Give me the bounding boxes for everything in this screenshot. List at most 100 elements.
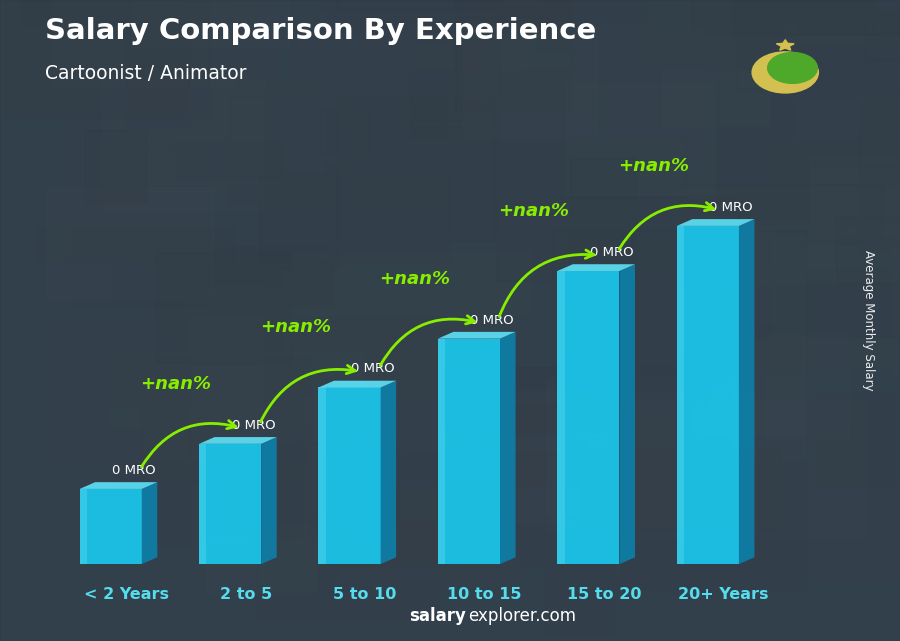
Bar xyxy=(127,0,189,127)
Text: salary: salary xyxy=(410,607,466,625)
Polygon shape xyxy=(438,338,500,564)
Bar xyxy=(480,405,585,486)
Bar xyxy=(156,252,291,363)
Bar xyxy=(859,134,900,253)
Text: 5 to 10: 5 to 10 xyxy=(333,587,397,602)
Bar xyxy=(85,130,146,203)
Bar xyxy=(314,0,546,45)
Bar xyxy=(565,438,806,588)
Bar xyxy=(836,216,900,284)
Bar xyxy=(860,58,900,168)
Bar xyxy=(616,399,866,537)
Bar xyxy=(307,424,560,569)
Bar xyxy=(497,197,739,281)
Bar xyxy=(892,245,900,376)
Bar xyxy=(85,342,189,405)
Polygon shape xyxy=(79,489,86,564)
Text: Cartoonist / Animator: Cartoonist / Animator xyxy=(45,64,247,83)
Bar xyxy=(108,351,365,424)
Bar xyxy=(47,187,213,301)
Bar xyxy=(260,175,339,269)
Bar xyxy=(292,305,451,369)
Bar xyxy=(22,0,256,24)
Text: 2 to 5: 2 to 5 xyxy=(220,587,272,602)
Bar xyxy=(513,420,697,579)
Bar xyxy=(115,429,192,544)
Bar xyxy=(725,103,812,162)
Bar xyxy=(31,0,134,58)
Bar xyxy=(283,251,532,315)
Bar xyxy=(322,454,562,567)
Polygon shape xyxy=(557,271,619,564)
Bar xyxy=(50,0,279,87)
Polygon shape xyxy=(500,332,516,564)
Bar xyxy=(338,98,495,240)
Bar xyxy=(338,544,513,581)
Bar xyxy=(258,226,310,262)
Bar xyxy=(454,0,572,112)
Text: +nan%: +nan% xyxy=(379,269,450,288)
Bar xyxy=(202,0,249,24)
Bar xyxy=(692,0,900,35)
Bar xyxy=(140,357,310,481)
Bar xyxy=(72,147,210,304)
Bar xyxy=(814,429,900,583)
Bar xyxy=(230,96,446,204)
Bar xyxy=(545,518,614,635)
Bar xyxy=(605,28,704,153)
Bar xyxy=(538,0,603,50)
Text: < 2 Years: < 2 Years xyxy=(84,587,168,602)
Circle shape xyxy=(768,53,817,83)
Bar xyxy=(735,222,900,285)
Bar xyxy=(846,0,900,29)
Bar xyxy=(349,127,498,229)
Polygon shape xyxy=(261,437,276,564)
Polygon shape xyxy=(319,387,381,564)
Polygon shape xyxy=(381,381,396,564)
Polygon shape xyxy=(777,40,794,50)
Bar xyxy=(108,79,324,184)
Bar xyxy=(274,490,473,578)
Bar xyxy=(114,247,333,306)
Bar xyxy=(736,0,783,89)
Bar xyxy=(10,294,68,340)
Bar xyxy=(766,335,850,438)
Bar xyxy=(877,0,900,9)
Polygon shape xyxy=(677,226,739,564)
Bar xyxy=(463,27,597,138)
Polygon shape xyxy=(141,482,158,564)
Bar xyxy=(40,315,300,461)
Bar xyxy=(817,393,895,487)
Text: +nan%: +nan% xyxy=(618,157,689,175)
Bar xyxy=(872,21,900,86)
Bar xyxy=(152,419,237,462)
Polygon shape xyxy=(199,437,276,444)
Polygon shape xyxy=(319,381,396,387)
Bar xyxy=(798,98,900,141)
Polygon shape xyxy=(677,226,684,564)
Text: 20+ Years: 20+ Years xyxy=(678,587,769,602)
Bar xyxy=(570,26,796,83)
Text: Average Monthly Salary: Average Monthly Salary xyxy=(862,250,875,391)
Bar xyxy=(547,378,607,531)
Bar xyxy=(320,108,369,155)
Text: 10 to 15: 10 to 15 xyxy=(447,587,522,602)
Bar xyxy=(249,443,399,520)
Polygon shape xyxy=(79,489,141,564)
Polygon shape xyxy=(557,264,635,271)
Polygon shape xyxy=(79,482,158,489)
Polygon shape xyxy=(619,264,635,564)
Polygon shape xyxy=(319,387,326,564)
Bar xyxy=(807,283,900,337)
Text: 0 MRO: 0 MRO xyxy=(351,362,395,376)
Bar xyxy=(303,396,362,555)
Text: 0 MRO: 0 MRO xyxy=(231,419,275,432)
Text: Salary Comparison By Experience: Salary Comparison By Experience xyxy=(45,17,596,45)
Bar xyxy=(642,0,802,67)
Bar xyxy=(398,25,521,72)
Bar xyxy=(718,90,900,224)
Bar xyxy=(5,0,209,119)
Bar xyxy=(64,122,114,229)
Bar xyxy=(103,79,265,210)
Bar xyxy=(671,187,900,267)
